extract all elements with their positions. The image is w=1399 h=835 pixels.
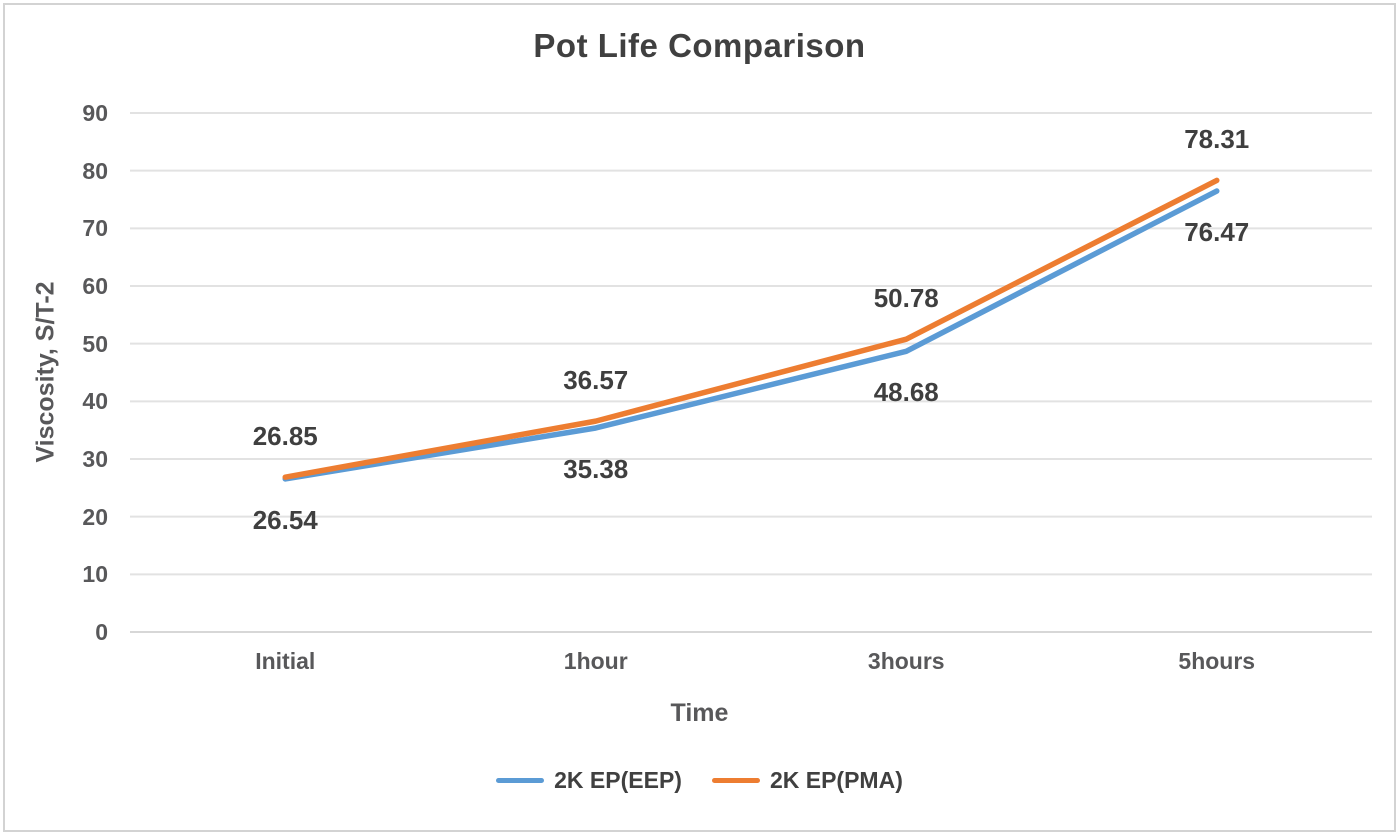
y-tick-label: 50 xyxy=(82,330,108,357)
x-tick-label: 1hour xyxy=(563,648,628,674)
data-label: 26.54 xyxy=(252,504,318,535)
y-tick-label: 20 xyxy=(82,503,108,530)
y-tick-label: 40 xyxy=(82,388,108,415)
legend-label-eep: 2K EP(EEP) xyxy=(554,767,682,793)
legend-line-swatch-pma xyxy=(711,778,760,783)
data-label: 78.31 xyxy=(1184,124,1250,155)
data-label: 35.38 xyxy=(563,453,629,484)
data-label: 26.85 xyxy=(252,421,318,452)
y-tick-label: 80 xyxy=(82,157,108,184)
data-label: 76.47 xyxy=(1184,217,1250,248)
x-tick-label: 5hours xyxy=(1178,648,1256,674)
y-tick-label: 60 xyxy=(82,273,108,299)
legend-item-pma: 2K EP(PMA) xyxy=(711,767,903,794)
y-tick-label: 90 xyxy=(82,100,108,126)
x-axis-title: Time xyxy=(670,699,729,727)
legend: 2K EP(EEP) 2K EP(PMA) xyxy=(0,767,1399,794)
legend-label-pma: 2K EP(PMA) xyxy=(769,767,903,793)
series-line xyxy=(282,188,1220,482)
x-tick-label: Initial xyxy=(255,648,316,674)
series-line xyxy=(282,177,1220,480)
legend-item-eep: 2K EP(EEP) xyxy=(496,767,682,794)
chart-title: Pot Life Comparison xyxy=(533,27,866,64)
data-label: 36.57 xyxy=(563,365,629,396)
y-tick-label: 30 xyxy=(82,446,108,472)
y-tick-label: 0 xyxy=(95,619,108,645)
data-label: 50.78 xyxy=(873,283,939,314)
y-tick-label: 70 xyxy=(82,215,108,242)
legend-line-swatch-eep xyxy=(496,778,545,783)
x-tick-label: 3hours xyxy=(867,648,945,674)
data-label: 48.68 xyxy=(873,377,939,408)
y-tick-label: 10 xyxy=(82,561,108,588)
